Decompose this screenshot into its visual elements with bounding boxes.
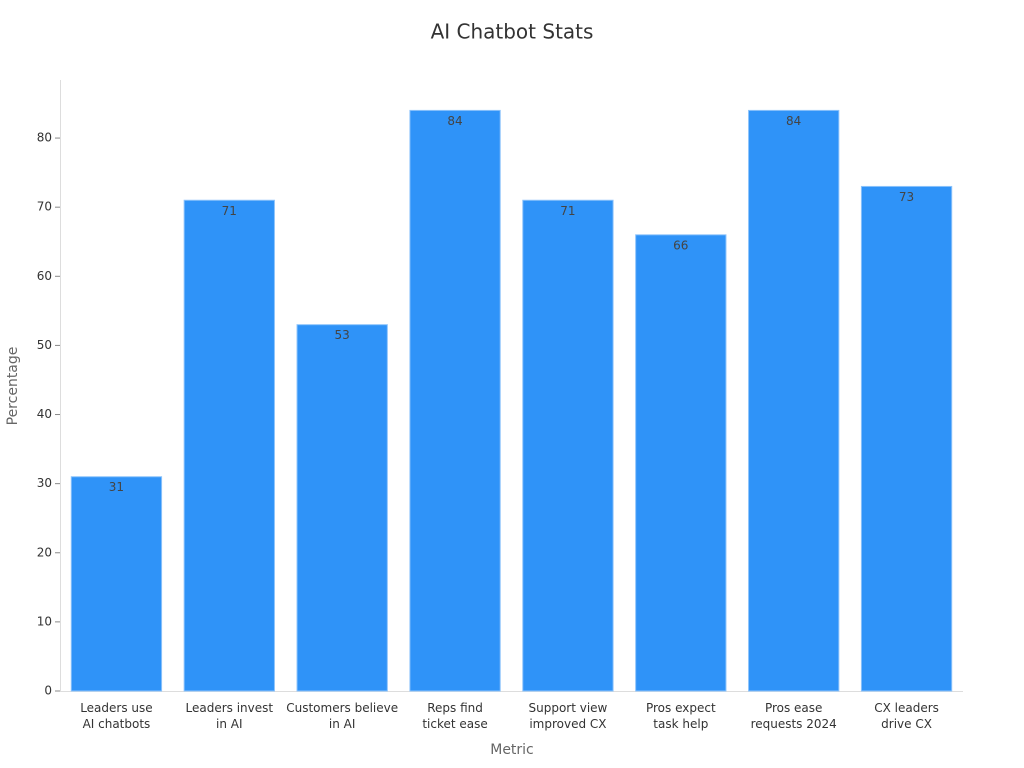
y-axis-title: Percentage: [5, 347, 21, 426]
value-label: 71: [560, 204, 575, 218]
bar: [635, 234, 727, 692]
x-tick-label: Leaders use AI chatbots: [80, 701, 152, 731]
y-tick-label: 30: [37, 476, 52, 490]
y-tick-label: 10: [37, 614, 52, 628]
value-label: 73: [899, 190, 914, 204]
x-axis-title: Metric: [490, 742, 534, 758]
bar: [522, 199, 614, 692]
x-tick-label: Customers believe in AI: [286, 701, 398, 731]
value-label: 84: [786, 114, 801, 128]
x-tick-label: CX leaders drive CX: [874, 701, 939, 731]
bar: [183, 199, 275, 692]
x-tick-label: Support view improved CX: [528, 701, 607, 731]
value-label: 53: [335, 328, 350, 342]
bar: [860, 185, 953, 692]
bar: [748, 109, 840, 692]
y-tick-label: 70: [37, 200, 52, 214]
value-label: 84: [447, 114, 462, 128]
y-tick-label: 60: [37, 269, 52, 283]
x-tick-label: Reps find ticket ease: [422, 701, 487, 731]
x-tick-label: Leaders invest in AI: [186, 701, 274, 731]
x-tick-label: Pros ease requests 2024: [751, 701, 837, 731]
bar: [409, 109, 501, 692]
chart-title: AI Chatbot Stats: [431, 20, 594, 44]
value-label: 66: [673, 238, 688, 252]
bar: [70, 476, 163, 692]
y-tick-label: 80: [37, 131, 52, 145]
y-tick-label: 40: [37, 407, 52, 421]
x-tick-label: Pros expect task help: [646, 701, 716, 731]
y-tick-label: 50: [37, 338, 52, 352]
y-tick-label: 0: [44, 684, 52, 698]
bar: [296, 324, 388, 692]
y-tick-label: 20: [37, 545, 52, 559]
value-label: 31: [109, 480, 124, 494]
value-label: 71: [222, 204, 237, 218]
